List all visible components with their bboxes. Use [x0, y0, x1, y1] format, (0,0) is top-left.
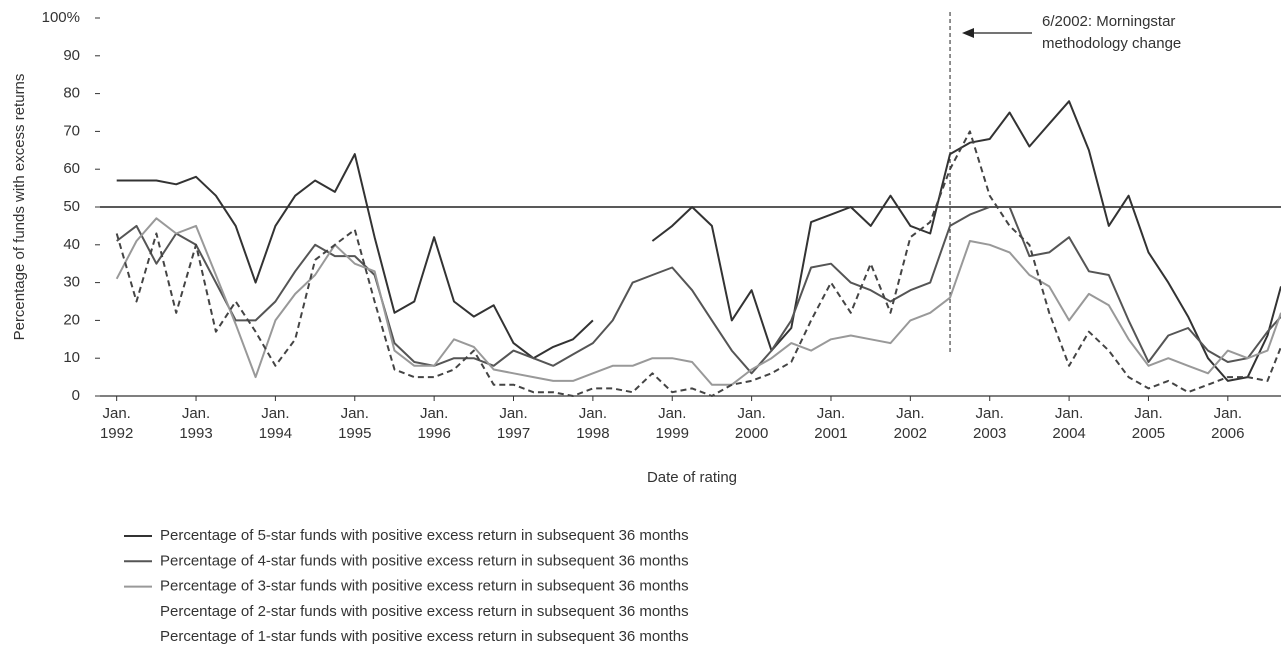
x-tick-label: Jan. 1996: [417, 405, 450, 442]
series-line: [116, 153, 594, 360]
series-line: [116, 206, 1281, 375]
x-tick-label: Jan. 1998: [576, 405, 609, 442]
y-tick-label: 100%: [42, 9, 80, 26]
x-tick-label: Jan. 1999: [656, 405, 689, 442]
x-tick-label: Jan. 2001: [814, 405, 847, 442]
x-tick-label: Jan. 2000: [735, 405, 768, 442]
y-tick-label: 30: [63, 274, 80, 291]
series-line: [651, 100, 1281, 382]
x-tick-label: Jan. 2004: [1052, 405, 1085, 442]
annotation: methodology change: [1042, 35, 1181, 52]
x-tick-label: Jan. 1997: [497, 405, 530, 442]
x-tick-label: Jan. 1995: [338, 405, 371, 442]
annotation: 6/2002: Morningstar: [1042, 13, 1175, 30]
y-tick-label: 20: [63, 311, 80, 328]
y-tick-label: 0: [72, 387, 80, 404]
y-tick-label: 50: [63, 198, 80, 215]
x-tick-label: Jan. 1992: [100, 405, 133, 442]
series-line: [115, 130, 1281, 397]
x-tick-label: Jan. 2003: [973, 405, 1006, 442]
x-tick-label: Jan. 2002: [894, 405, 927, 442]
y-tick-label: 60: [63, 160, 80, 177]
y-tick-label: 10: [63, 349, 80, 366]
annotation-arrowhead: [962, 28, 974, 38]
x-tick-label: Jan. 1994: [259, 405, 292, 442]
y-tick-label: 90: [63, 47, 80, 64]
y-tick-label: 80: [63, 85, 80, 102]
y-axis-label: Percentage of funds with excess returns: [11, 74, 28, 341]
x-tick-label: Jan. 1993: [179, 405, 212, 442]
legend-label: Percentage of 2-star funds with positive…: [160, 603, 689, 620]
legend-label: Percentage of 4-star funds with positive…: [160, 552, 689, 569]
legend-label: Percentage of 5-star funds with positive…: [160, 527, 689, 544]
y-tick-label: 70: [63, 122, 80, 139]
x-tick-label: Jan. 2005: [1132, 405, 1165, 442]
x-axis-label: Date of rating: [647, 469, 737, 486]
series-line: [115, 217, 1281, 386]
legend-label: Percentage of 3-star funds with positive…: [160, 578, 689, 595]
y-tick-label: 40: [63, 236, 80, 253]
x-tick-label: Jan. 2006: [1211, 405, 1244, 442]
legend-label: Percentage of 1-star funds with positive…: [160, 628, 689, 645]
